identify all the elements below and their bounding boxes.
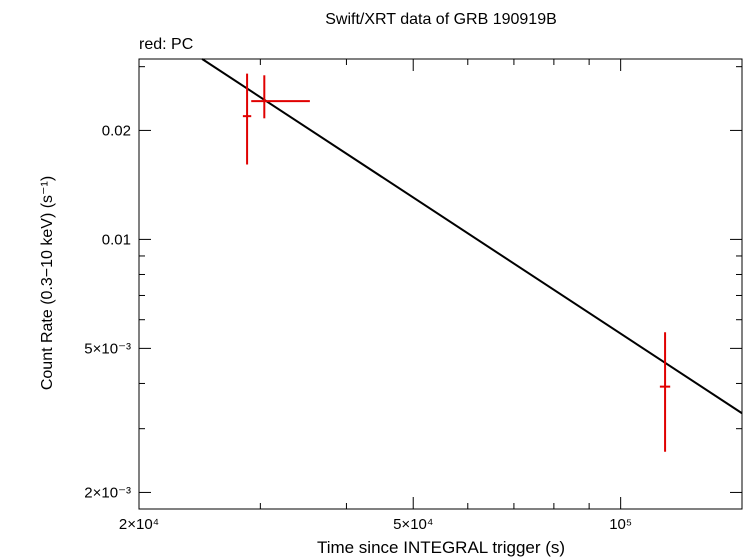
model-fit-layer: [201, 58, 743, 415]
data-point-0-1: [251, 75, 310, 119]
y-tick-label-3: 0.02: [102, 122, 131, 139]
chart-subtitle: red: PC: [139, 36, 193, 53]
y-tick-label-1: 5×10⁻³: [84, 340, 131, 357]
plot-frame: [138, 58, 743, 510]
model-fit-line: [201, 58, 743, 415]
x-tick-label-0: 2×10⁴: [119, 516, 159, 533]
x-tick-label-2: 10⁵: [609, 516, 632, 533]
y-axis-ticks: 2×10⁻³ 5×10⁻³ 0.01 0.02: [84, 66, 742, 501]
x-axis-label: Time since INTEGRAL trigger (s): [317, 538, 565, 557]
y-tick-label-0: 2×10⁻³: [84, 484, 131, 501]
x-axis-ticks: 2×10⁴ 5×10⁴ 10⁵: [119, 59, 632, 533]
y-axis-label: Count Rate (0.3−10 keV) (s⁻¹): [39, 176, 56, 390]
data-point-0-2: [659, 332, 671, 452]
x-tick-label-1: 5×10⁴: [393, 516, 433, 533]
y-tick-label-2: 0.01: [102, 231, 131, 248]
data-points-layer: [242, 73, 671, 452]
chart-title: Swift/XRT data of GRB 190919B: [325, 11, 557, 28]
data-point-0-0: [242, 73, 252, 165]
